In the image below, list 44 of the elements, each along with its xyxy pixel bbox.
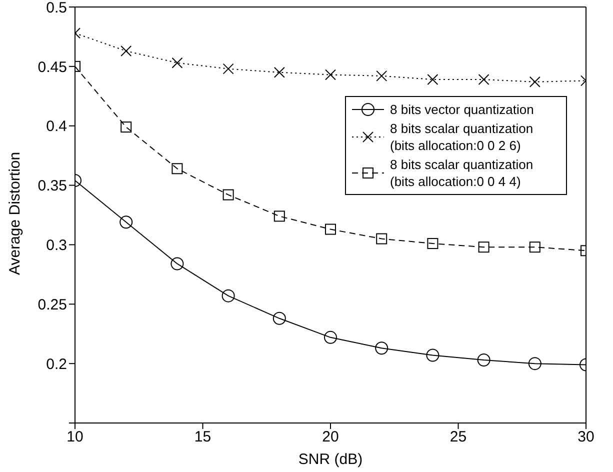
point — [324, 330, 337, 344]
point — [427, 74, 438, 86]
point — [478, 242, 490, 253]
x-axis-title: SNR (dB) — [298, 451, 363, 468]
x-tick-label: 20 — [322, 428, 339, 446]
point — [172, 57, 183, 68]
point — [274, 210, 285, 222]
y-axis-title: Average Distortion — [6, 152, 24, 275]
point — [478, 74, 490, 86]
point — [222, 189, 234, 200]
point — [529, 242, 540, 253]
point — [272, 312, 286, 325]
point — [222, 289, 235, 302]
y-tick-label: 0.4 — [46, 118, 67, 136]
x-tick-label: 15 — [194, 428, 212, 446]
y-tick-label: 0.2 — [46, 356, 67, 373]
point — [376, 233, 388, 244]
point — [426, 348, 440, 362]
point — [477, 354, 490, 367]
point — [170, 257, 184, 270]
point — [222, 63, 234, 74]
legend-label: 8 bits scalar quantization (bits allocation:0 0 2 6) — [390, 121, 534, 153]
y-tick-label: 0.25 — [38, 296, 67, 314]
x-tick-label: 10 — [66, 428, 84, 446]
point — [120, 45, 132, 56]
point — [375, 342, 388, 355]
y-tick-label: 0.45 — [38, 58, 67, 76]
point — [120, 122, 132, 133]
x-tick-label: 30 — [578, 428, 594, 446]
point — [325, 69, 336, 80]
point — [427, 238, 438, 250]
point — [529, 76, 540, 88]
legend-label: 8 bits scalar quantization (bits allocation:0 0 4 4) — [390, 157, 534, 189]
legend-label: 8 bits vector quantization — [390, 102, 534, 117]
y-tick-label: 0.35 — [38, 178, 67, 195]
point — [528, 357, 542, 370]
y-tick-label: 0.3 — [46, 237, 67, 254]
point — [376, 70, 388, 82]
x-tick-label: 25 — [450, 428, 467, 446]
y-tick-label: 0.5 — [46, 0, 67, 16]
point — [172, 163, 183, 174]
point — [120, 216, 133, 229]
point — [325, 224, 336, 235]
point — [274, 66, 285, 78]
